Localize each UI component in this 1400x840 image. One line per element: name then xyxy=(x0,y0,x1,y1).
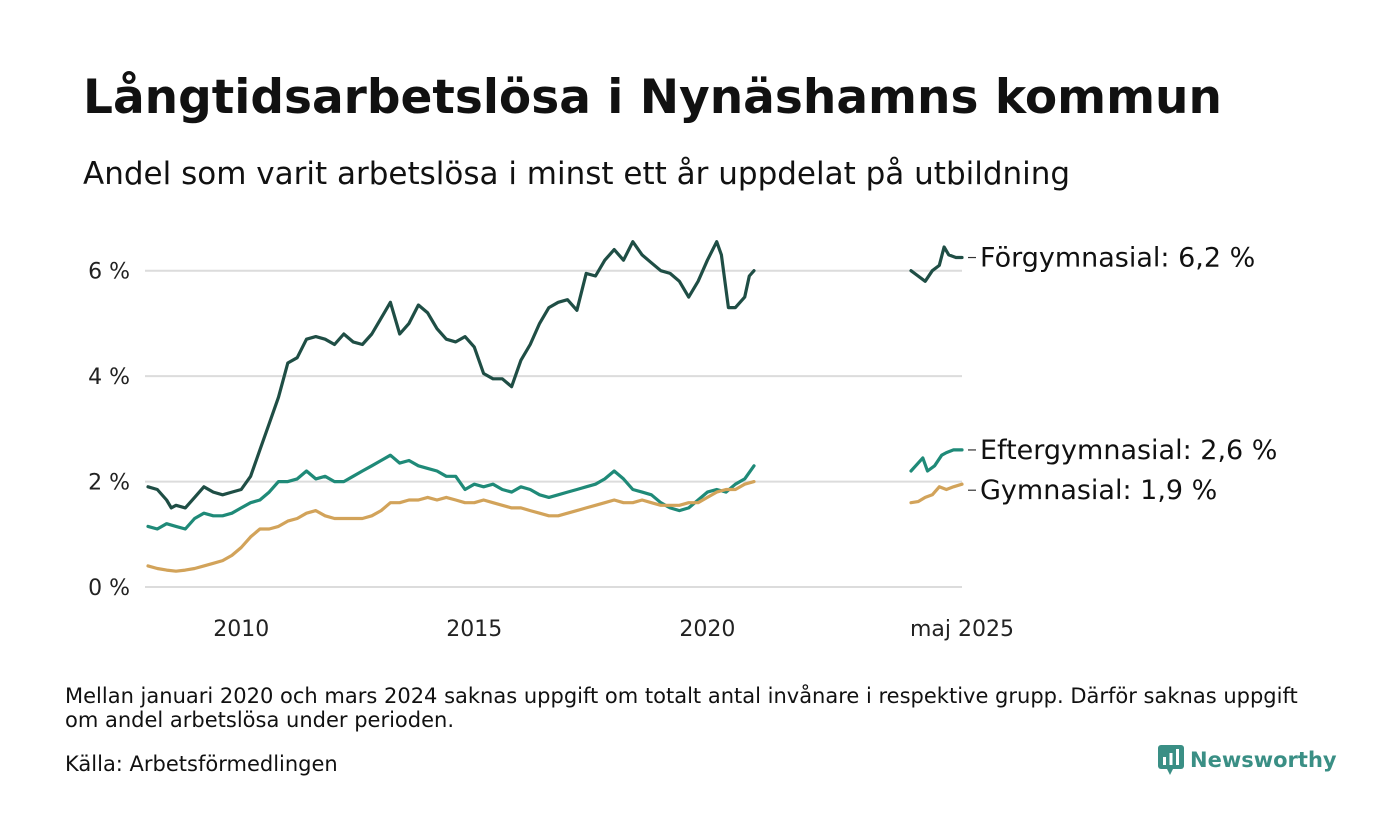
grid-lines xyxy=(145,269,962,588)
x-tick-label: 2010 xyxy=(213,617,269,642)
y-axis: 0 % 2 % 4 % 6 % xyxy=(88,260,130,601)
x-tick-label: 2015 xyxy=(446,617,502,642)
footnote: Mellan januari 2020 och mars 2024 saknas… xyxy=(65,684,1298,732)
y-tick-label: 2 % xyxy=(88,471,130,496)
y-tick-label: 6 % xyxy=(88,260,130,285)
series-line-eftergymnasial xyxy=(146,453,756,531)
series-line-gymnasial xyxy=(909,482,964,505)
series-label-f-rgymnasial: Förgymnasial: 6,2 % xyxy=(980,243,1255,274)
series-line-f-rgymnasial xyxy=(909,245,964,283)
line-chart: 0 % 2 % 4 % 6 % 2010 2015 2020 maj 2025 Förgym… xyxy=(88,240,1277,642)
series-line-f-rgymnasial xyxy=(146,240,756,510)
chart-title: Långtidsarbetslösa i Nynäshamns kommun xyxy=(83,70,1222,125)
series-label-eftergymnasial: Eftergymnasial: 2,6 % xyxy=(980,435,1277,466)
series-line-gymnasial xyxy=(146,480,756,573)
x-tick-label: 2020 xyxy=(679,617,735,642)
chart-subtitle: Andel som varit arbetslösa i minst ett å… xyxy=(83,156,1071,192)
x-axis: 2010 2015 2020 maj 2025 xyxy=(213,617,1014,642)
y-tick-label: 0 % xyxy=(88,576,130,601)
series-labels: Förgymnasial: 6,2 % Eftergymnasial: 2,6 %… xyxy=(968,243,1277,506)
y-tick-label: 4 % xyxy=(88,365,130,390)
newsworthy-logo-icon xyxy=(1158,745,1184,775)
source-note: Källa: Arbetsförmedlingen xyxy=(65,752,338,776)
x-tick-label: maj 2025 xyxy=(910,617,1014,642)
brand-logo: Newsworthy xyxy=(1158,745,1337,775)
series-group xyxy=(146,240,964,573)
brand-name: Newsworthy xyxy=(1190,748,1337,772)
series-line-eftergymnasial xyxy=(909,448,964,473)
series-label-gymnasial: Gymnasial: 1,9 % xyxy=(980,475,1217,506)
